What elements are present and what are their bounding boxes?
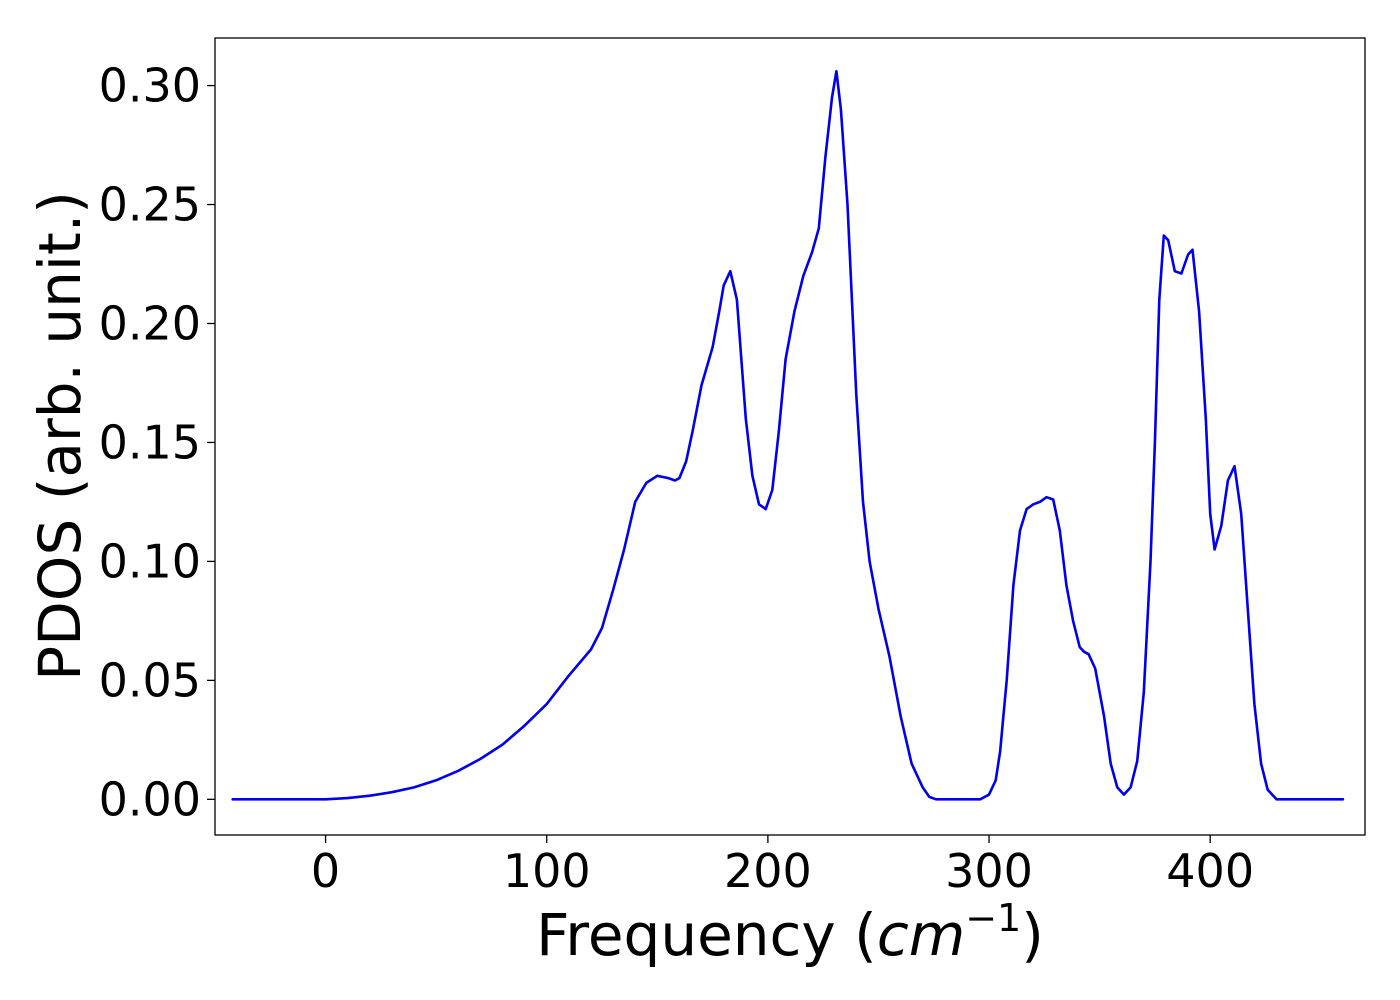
x-tick-label: 0 — [311, 844, 340, 898]
y-tick-label: 0.15 — [99, 415, 201, 469]
x-tick-label: 300 — [945, 844, 1033, 898]
y-tick-label: 0.00 — [99, 772, 201, 826]
x-tick-label: 200 — [724, 844, 812, 898]
y-tick-label: 0.10 — [99, 534, 201, 588]
x-axis-ticks: 0 100 200 300 400 — [311, 835, 1254, 898]
x-tick-label: 100 — [503, 844, 591, 898]
x-axis-title: Frequency (cm−1) — [536, 896, 1044, 969]
y-axis-ticks: 0.00 0.05 0.10 0.15 0.20 0.25 0.30 — [99, 59, 215, 826]
x-tick-label: 400 — [1166, 844, 1254, 898]
x-axis-title-unit: cm — [877, 901, 965, 969]
y-axis-title: PDOS (arb. unit.) — [26, 191, 94, 681]
x-axis-title-close: ) — [1021, 901, 1044, 969]
y-tick-label: 0.30 — [99, 59, 201, 113]
x-axis-title-main: Frequency ( — [536, 901, 877, 969]
pdos-series-line — [231, 70, 1345, 801]
x-axis-title-exponent: −1 — [965, 896, 1021, 940]
plot-background — [215, 38, 1365, 835]
plot-frame — [214, 37, 1366, 836]
y-tick-label: 0.25 — [99, 178, 201, 232]
y-tick-label: 0.05 — [99, 653, 201, 707]
y-tick-label: 0.20 — [99, 296, 201, 350]
